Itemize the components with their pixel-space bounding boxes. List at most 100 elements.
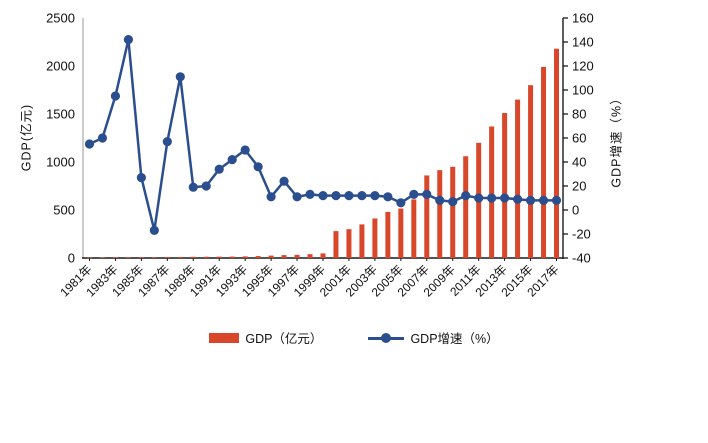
right-y-tick-label: -40 xyxy=(572,251,591,266)
right-y-tick-label: 60 xyxy=(572,131,586,146)
growth-point-1981 xyxy=(84,139,95,149)
gdp-bar-2016 xyxy=(541,66,547,259)
growth-point-2015 xyxy=(525,195,536,205)
gdp-bar-2003 xyxy=(372,218,378,258)
growth-point-1995 xyxy=(266,192,276,202)
growth-point-1987 xyxy=(162,137,172,147)
right-y-tick-label: 80 xyxy=(572,107,586,122)
growth-point-2011 xyxy=(474,193,484,203)
growth-point-1998 xyxy=(305,189,315,199)
left-y-tick-label: 2500 xyxy=(46,11,75,26)
gdp-bar-1986 xyxy=(151,257,157,258)
growth-point-2005 xyxy=(396,198,406,208)
gdp-bar-1982 xyxy=(99,257,105,259)
gdp-bar-1996 xyxy=(281,255,287,258)
growth-point-2010 xyxy=(461,191,471,201)
growth-point-2002 xyxy=(357,191,367,201)
gdp-bar-1994 xyxy=(255,256,261,258)
gdp-bar-2008 xyxy=(437,170,443,258)
gdp-bar-2014 xyxy=(515,99,521,258)
growth-point-1983 xyxy=(110,91,121,101)
gdp-bar-1981 xyxy=(86,257,92,259)
legend-label-growth: GDP增速（%） xyxy=(410,332,499,346)
growth-point-2003 xyxy=(370,191,380,201)
right-y-tick-label: 100 xyxy=(572,83,594,98)
gdp-bar-2013 xyxy=(502,113,508,258)
growth-point-1999 xyxy=(318,191,328,201)
gdp-bar-swatch-icon xyxy=(209,332,240,343)
gdp-bar-2006 xyxy=(411,199,417,258)
growth-point-2004 xyxy=(383,192,393,202)
gdp-bar-2017 xyxy=(554,48,560,258)
gdp-bar-1988 xyxy=(177,256,183,258)
growth-point-1982 xyxy=(97,133,108,143)
gdp-bar-1985 xyxy=(138,257,144,258)
left-y-tick-label: 1500 xyxy=(46,107,75,122)
gdp-bar-1989 xyxy=(190,256,196,258)
growth-point-1990 xyxy=(201,181,211,191)
growth-point-1996 xyxy=(279,176,289,186)
gdp-bar-1990 xyxy=(203,256,209,258)
growth-point-1991 xyxy=(214,164,224,174)
gdp-bar-1998 xyxy=(307,254,313,258)
gdp-bar-1991 xyxy=(216,256,222,258)
growth-point-2013 xyxy=(500,193,510,203)
gdp-bar-2010 xyxy=(463,156,469,258)
left-y-tick-label: 500 xyxy=(53,203,75,218)
gdp-bar-1999 xyxy=(320,253,326,258)
gdp-bar-2007 xyxy=(424,175,430,258)
right-y-tick-label: 40 xyxy=(572,155,586,170)
growth-point-1985 xyxy=(136,173,146,183)
gdp-bar-2000 xyxy=(333,231,339,258)
gdp-bar-2009 xyxy=(450,166,456,258)
gdp-bar-2012 xyxy=(489,126,495,258)
growth-point-1989 xyxy=(188,182,198,192)
growth-point-2000 xyxy=(331,191,341,201)
gdp-bar-1984 xyxy=(125,257,131,258)
legend-item-gdp: GDP（亿元） xyxy=(209,328,322,347)
right-y-tick-label: 20 xyxy=(572,179,586,194)
growth-point-1988 xyxy=(175,72,185,82)
growth-point-2008 xyxy=(435,195,445,205)
right-y-tick-label: -20 xyxy=(572,227,591,242)
growth-point-1993 xyxy=(240,145,250,155)
growth-point-2014 xyxy=(512,194,523,204)
gdp-combo-chart: 0 500 1000 1500 2000 2500 -40 -20 0 20 40 60 80 100 12… xyxy=(46,11,594,300)
growth-point-2006 xyxy=(409,189,419,199)
legend-label-gdp: GDP（亿元） xyxy=(245,332,323,346)
growth-point-1992 xyxy=(227,155,237,165)
growth-point-2001 xyxy=(344,191,354,201)
growth-point-2012 xyxy=(487,193,497,203)
gdp-bar-2005 xyxy=(398,208,404,258)
growth-point-2017 xyxy=(551,195,562,205)
legend-item-growth: GDP增速（%） xyxy=(368,328,499,347)
left-y-tick-label: 2000 xyxy=(46,59,75,74)
gdp-bar-2015 xyxy=(528,85,534,258)
gdp-bar-1993 xyxy=(242,256,248,258)
right-y-tick-label: 160 xyxy=(572,11,594,26)
gdp-bar-1987 xyxy=(164,257,170,258)
gdp-bar-1997 xyxy=(294,254,300,258)
growth-point-1994 xyxy=(253,162,263,172)
gdp-bar-1995 xyxy=(268,255,274,258)
gdp-bar-1983 xyxy=(112,257,118,258)
growth-point-2007 xyxy=(422,189,432,199)
left-y-tick-label: 1000 xyxy=(46,155,75,170)
growth-point-2016 xyxy=(538,195,549,205)
growth-line-swatch-icon xyxy=(368,332,405,343)
growth-line xyxy=(88,38,558,232)
chart-legend: GDP（亿元） GDP增速（%） xyxy=(0,328,708,347)
gdp-bar-2004 xyxy=(385,211,391,258)
gdp-bar-1992 xyxy=(229,256,235,258)
right-y-tick-label: 0 xyxy=(572,203,579,218)
gdp-bar-2002 xyxy=(359,224,365,258)
gdp-bar-2001 xyxy=(346,229,352,258)
growth-point-1997 xyxy=(292,192,302,202)
right-y-tick-label: 140 xyxy=(572,35,594,50)
growth-point-2009 xyxy=(448,197,458,207)
right-y-tick-label: 120 xyxy=(572,59,594,74)
growth-point-1984 xyxy=(123,35,134,45)
growth-point-1986 xyxy=(149,225,159,235)
left-y-tick-label: 0 xyxy=(68,251,75,266)
